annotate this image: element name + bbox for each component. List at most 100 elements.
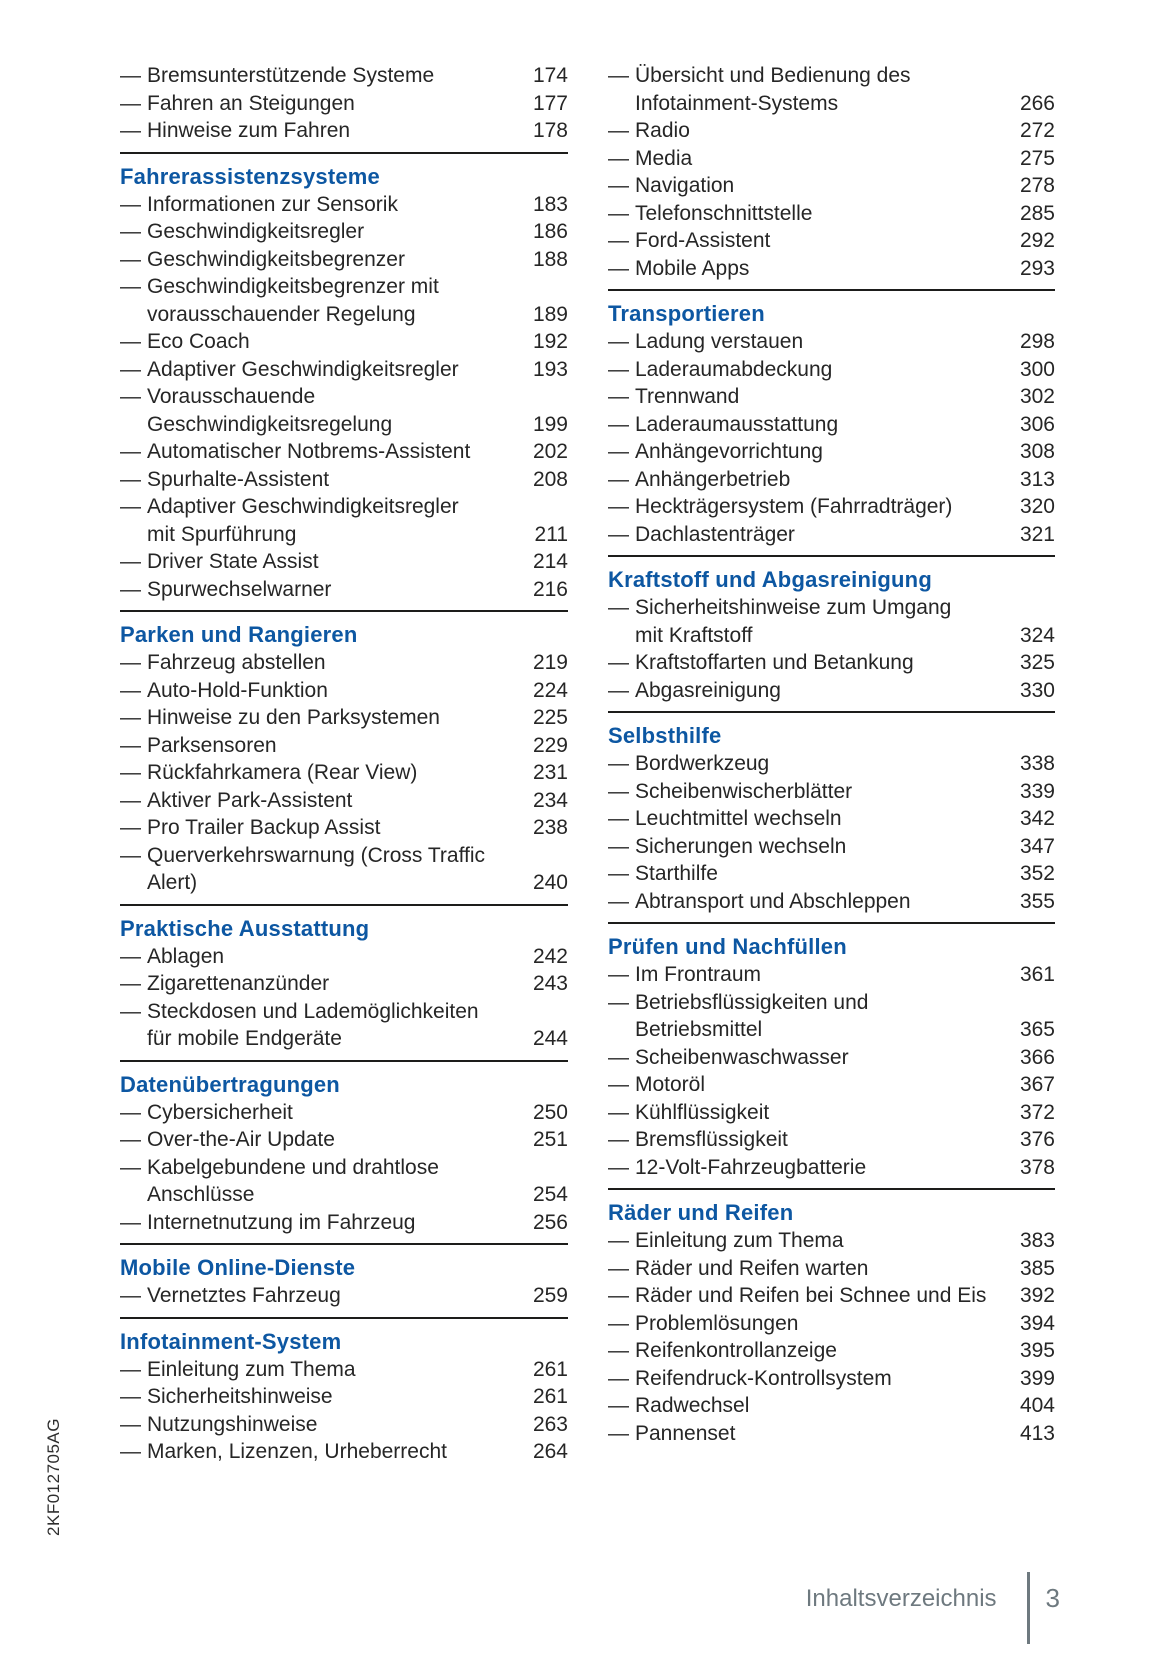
- toc-entry: — Driver State Assist 214: [120, 548, 568, 576]
- toc-entry: — Internetnutzung im Fahrzeug 256: [120, 1209, 568, 1237]
- entry-dash: —: [120, 1155, 141, 1179]
- entry-label: Anhängerbetrieb: [635, 467, 791, 491]
- entry-label: Fahren an Steigungen: [147, 91, 355, 115]
- entry-page: 177: [532, 91, 568, 115]
- section-divider: [120, 903, 568, 906]
- entry-page: 320: [1019, 495, 1055, 518]
- entry-label: Ladung verstauen: [635, 330, 804, 353]
- entry-dash: —: [608, 1128, 629, 1151]
- entry-label: Geschwindigkeitsregler: [147, 220, 365, 243]
- entry-dash: —: [120, 192, 141, 216]
- entry-label: Einleitung zum Thema: [635, 1229, 844, 1252]
- entry-dash: —: [120, 220, 141, 243]
- entry-dash: —: [120, 816, 141, 839]
- entry-dash: —: [608, 357, 629, 381]
- entry-label: Dachlastenträger: [635, 522, 795, 546]
- section-divider: [608, 1188, 1055, 1190]
- toc-entry: — Mobile Apps 293: [608, 255, 1055, 283]
- entry-label: Adaptiver Geschwindigkeitsregler: [147, 357, 459, 381]
- entry-label: Steckdosen und Lademöglichkeiten für mobi…: [147, 999, 479, 1051]
- footer-section-label: Inhaltsverzeichnis: [805, 1585, 997, 1612]
- entry-label: Auto-Hold-Funktion: [147, 678, 328, 702]
- toc-entry: — Automatischer Notbrems-Assistent 202: [120, 438, 568, 466]
- toc-entry: — Sicherungen wechseln 347: [608, 833, 1055, 861]
- entry-label: Hinweise zu den Parksystemen: [147, 706, 440, 729]
- entry-label: Im Frontraum: [635, 963, 762, 986]
- entry-dash: —: [608, 146, 629, 170]
- entry-label: Marken, Lizenzen, Urheberrecht: [147, 1440, 447, 1463]
- toc-entry: — Kraftstoffarten und Betankung 325: [608, 649, 1055, 677]
- entry-page: 272: [1019, 119, 1055, 142]
- entry-dash: —: [120, 1100, 141, 1124]
- toc-entry: — Zigarettenanzünder 243: [120, 970, 568, 998]
- entry-page: 216: [532, 577, 568, 601]
- entry-label: Radio: [635, 119, 690, 142]
- entry-label: Scheibenwaschwasser: [635, 1045, 849, 1069]
- toc-entry: — Informationen zur Sensorik 183: [120, 191, 568, 219]
- entry-page: 244: [532, 1027, 568, 1050]
- toc-entry: — Kabelgebundene und drahtlose Anschlüsse 2…: [120, 1154, 568, 1209]
- section-heading: Kraftstoff und Abgasreinigung: [608, 567, 932, 592]
- entry-page: 199: [532, 412, 568, 436]
- entry-label: Internetnutzung im Fahrzeug: [147, 1210, 416, 1234]
- toc-entry: — Sicherheitshinweise zum Umgang mit Kraft…: [608, 594, 1055, 649]
- entry-page: 211: [534, 522, 568, 546]
- entry-label: Pannenset: [635, 1421, 736, 1445]
- entry-dash: —: [608, 522, 629, 546]
- toc-entry: — Ford-Assistent 292: [608, 227, 1055, 255]
- entry-page: 339: [1019, 779, 1055, 803]
- entry-dash: —: [608, 1073, 629, 1096]
- entry-dash: —: [608, 201, 629, 225]
- entry-page: 383: [1019, 1229, 1055, 1252]
- section-divider: [608, 922, 1055, 924]
- entry-dash: —: [608, 752, 629, 775]
- page-footer: Inhaltsverzeichnis 3: [806, 1572, 1060, 1644]
- entry-dash: —: [120, 275, 141, 298]
- section-heading: Praktische Ausstattung: [120, 915, 370, 941]
- entry-dash: —: [608, 229, 629, 252]
- section-divider: [608, 711, 1055, 713]
- entry-label: Reifendruck-Kontrollsystem: [635, 1366, 892, 1390]
- section-divider: [120, 1059, 568, 1062]
- entry-dash: —: [120, 761, 141, 784]
- entry-dash: —: [120, 440, 141, 463]
- toc-entry: — Nutzungshinweise 263: [120, 1411, 568, 1439]
- toc-entry: — Laderaumabdeckung 300: [608, 356, 1055, 384]
- toc-entry: — Cybersicherheit 250: [120, 1099, 568, 1127]
- section-divider: [608, 289, 1055, 291]
- entry-dash: —: [120, 788, 141, 812]
- section-divider: [120, 1243, 568, 1245]
- toc-entry: — Vorausschauende Geschwindigkeitsregelung…: [120, 383, 568, 438]
- entry-label: Geschwindigkeitsbegrenzer: [147, 247, 405, 271]
- entry-dash: —: [120, 91, 141, 115]
- entry-page: 259: [532, 1284, 568, 1307]
- entry-dash: —: [608, 1229, 629, 1252]
- entry-dash: —: [608, 1339, 629, 1362]
- entry-page: 208: [532, 467, 568, 491]
- entry-page: 254: [532, 1183, 568, 1206]
- entry-label: Räder und Reifen warten: [635, 1256, 869, 1280]
- entry-label: Spurwechselwarner: [147, 577, 332, 601]
- entry-dash: —: [120, 1284, 141, 1307]
- entry-label: Betriebsflüssigkeiten und Betriebsmittel: [635, 990, 869, 1042]
- entry-dash: —: [120, 1412, 141, 1436]
- entry-dash: —: [120, 385, 141, 408]
- entry-page: 392: [1019, 1284, 1055, 1307]
- entry-page: 385: [1019, 1256, 1055, 1280]
- toc-entry: — Adaptiver Geschwindigkeitsregler 193: [120, 356, 568, 384]
- toc-entry: — Sicherheitshinweise 261: [120, 1383, 568, 1411]
- entry-label: Over-the-Air Update: [147, 1128, 335, 1151]
- entry-dash: —: [120, 1385, 141, 1408]
- entry-dash: —: [120, 972, 141, 995]
- toc-entry: — Rückfahrkamera (Rear View) 231: [120, 759, 568, 787]
- entry-label: Kühlflüssigkeit: [635, 1100, 770, 1124]
- toc-entry: — Media 275: [608, 145, 1055, 173]
- entry-page: 261: [532, 1357, 568, 1381]
- entry-page: 365: [1019, 1018, 1055, 1041]
- entry-page: 321: [1019, 522, 1055, 546]
- entry-dash: —: [120, 1357, 141, 1381]
- entry-label: Mobile Apps: [635, 256, 750, 280]
- entry-page: 243: [532, 972, 568, 995]
- entry-page: 278: [1019, 174, 1055, 197]
